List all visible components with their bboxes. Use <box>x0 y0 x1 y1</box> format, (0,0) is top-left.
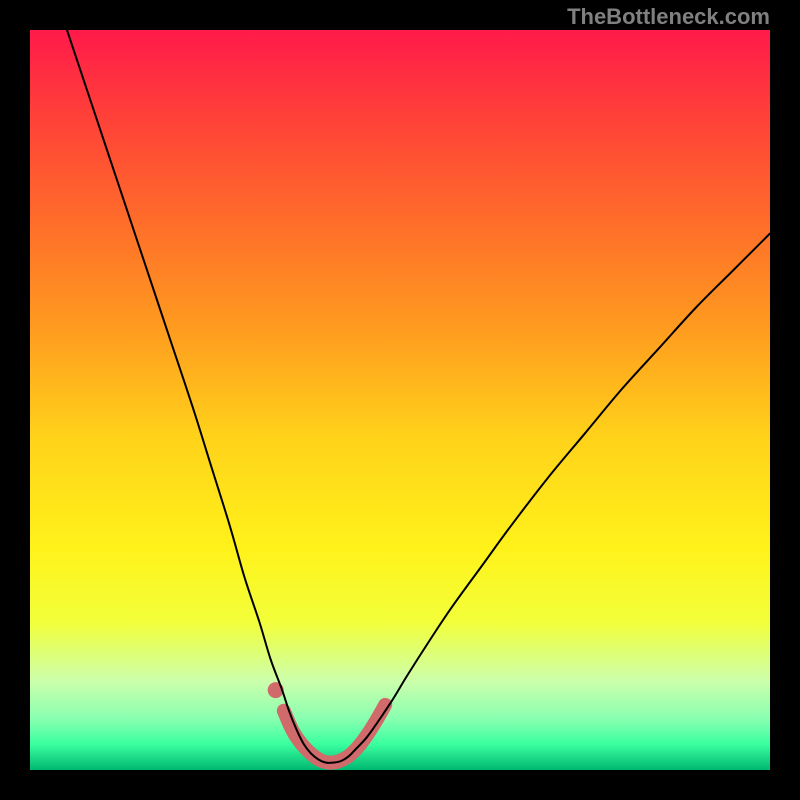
chart-svg <box>0 0 800 800</box>
watermark-label: TheBottleneck.com <box>567 4 770 30</box>
chart-root: TheBottleneck.com <box>0 0 800 800</box>
plot-background <box>30 30 770 770</box>
chart-frame <box>0 0 800 800</box>
